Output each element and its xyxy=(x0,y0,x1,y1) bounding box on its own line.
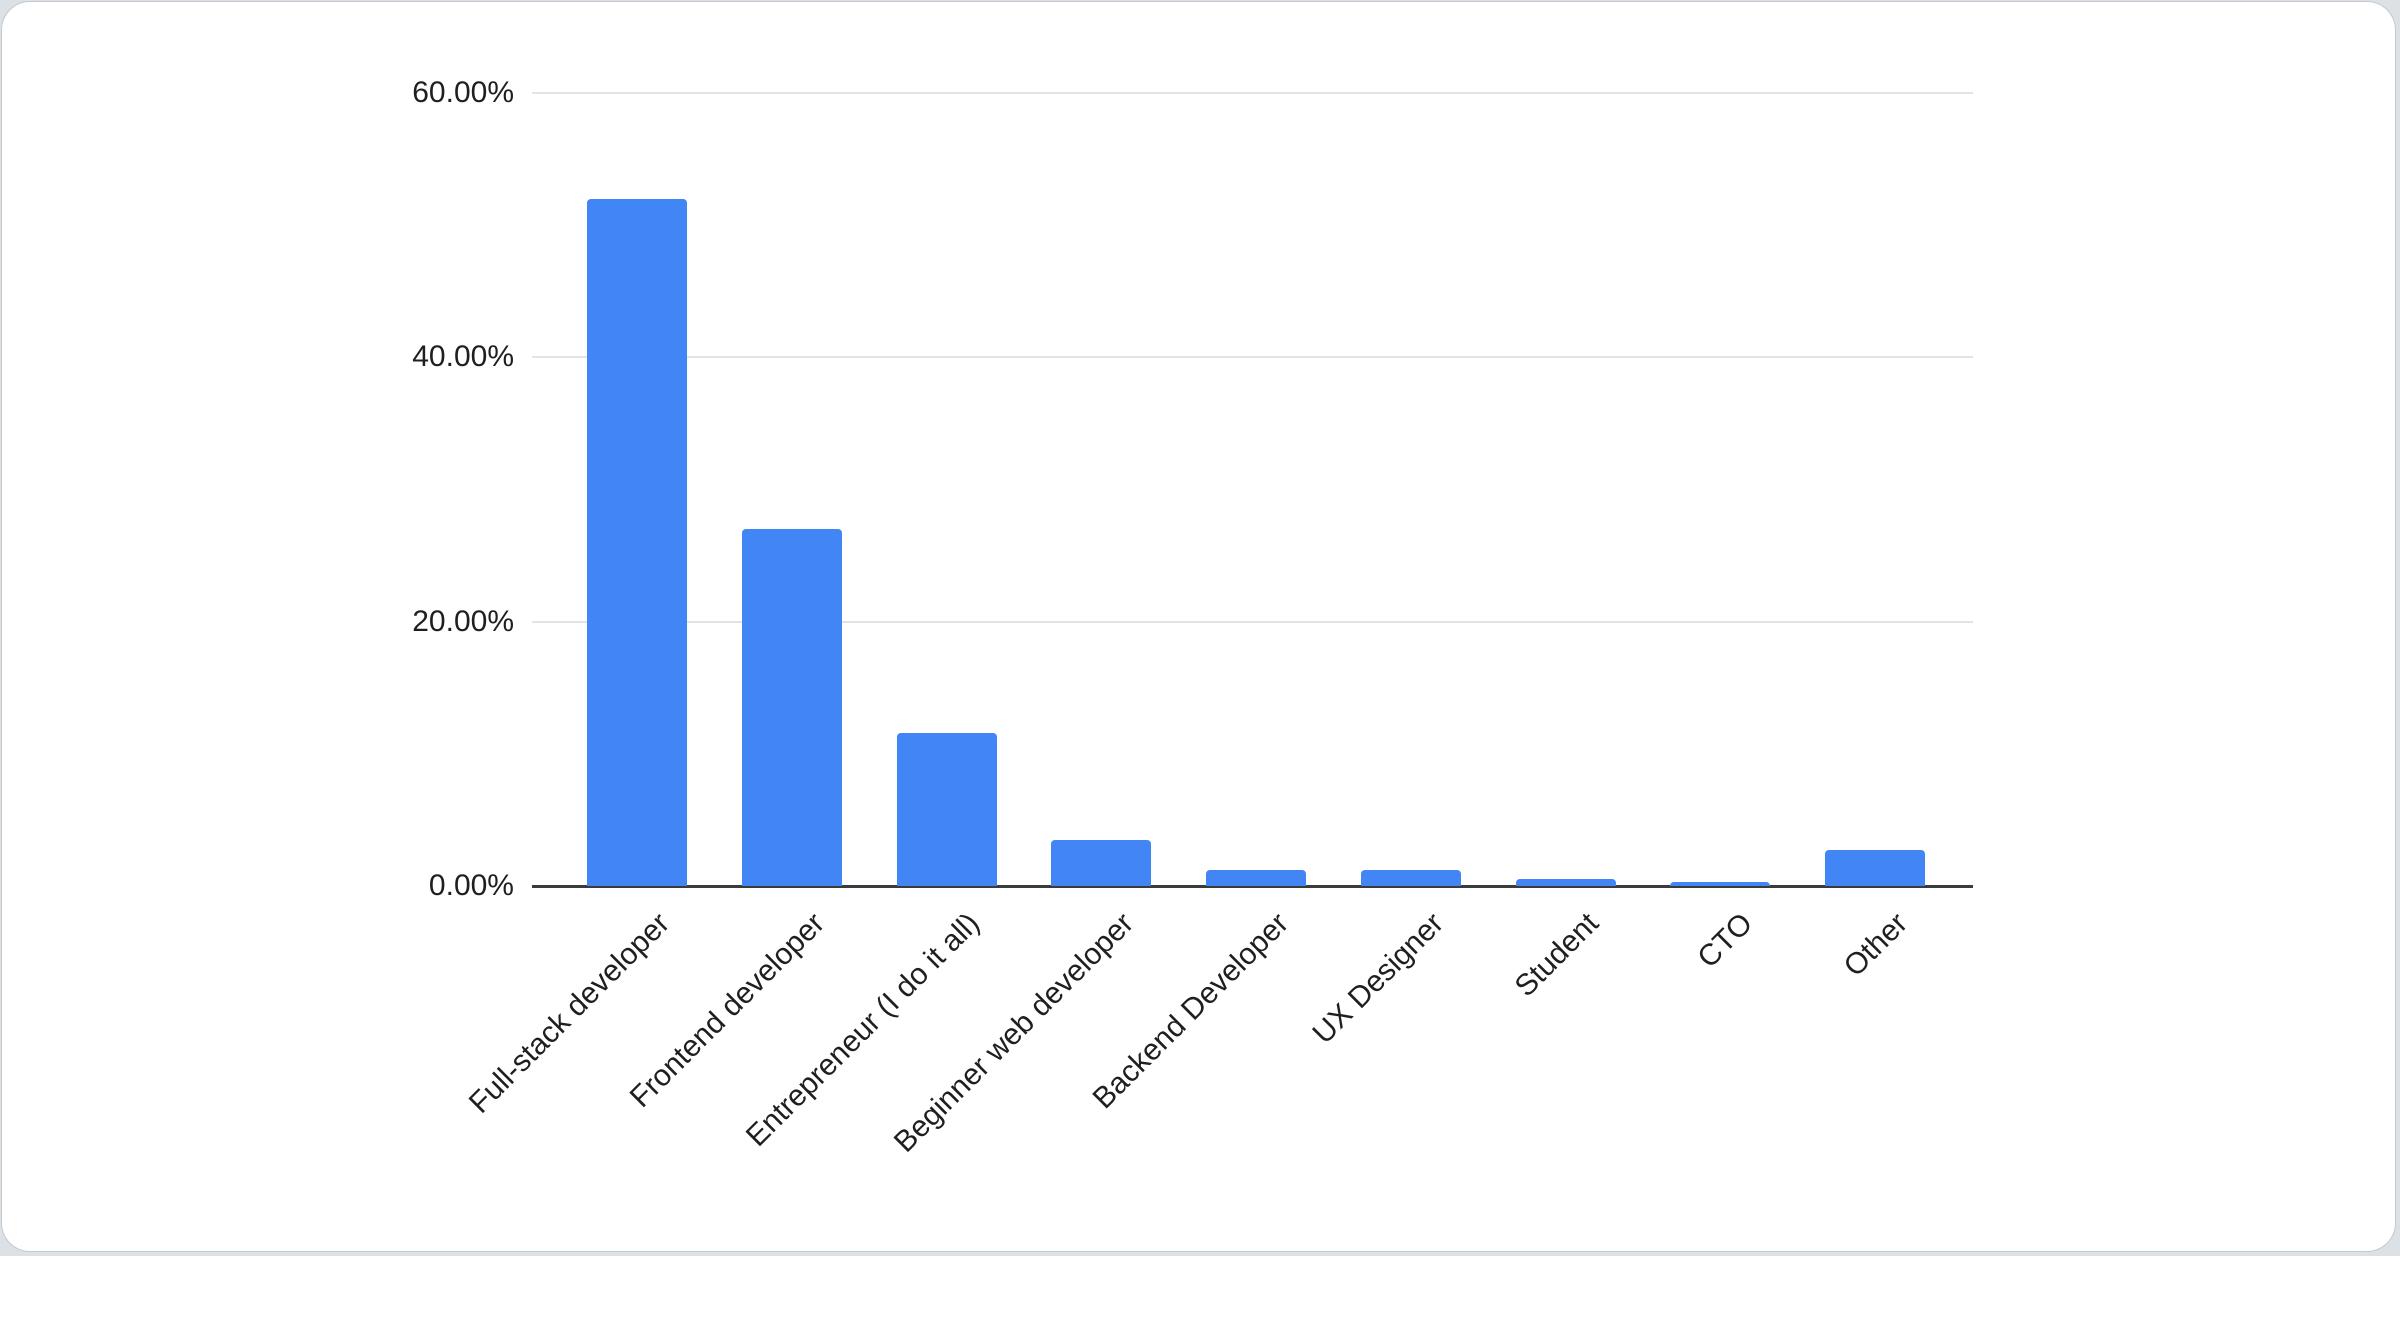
bar xyxy=(1051,839,1152,886)
y-axis-tick-label: 60.00% xyxy=(412,76,514,109)
bar xyxy=(1515,879,1616,886)
bar xyxy=(741,529,842,886)
gridline xyxy=(532,356,1973,359)
chart-card: 0.00% 20.00% 40.00% 60.00% Full-stack develo… xyxy=(2,2,2395,1251)
bar xyxy=(587,198,687,886)
bar xyxy=(896,732,997,886)
gridline xyxy=(532,92,1973,94)
bar xyxy=(1360,870,1461,886)
bar xyxy=(1206,870,1306,886)
page-background: 0.00% 20.00% 40.00% 60.00% Full-stack develo… xyxy=(0,0,2400,1256)
bar xyxy=(1670,882,1771,886)
y-axis-tick-label: 20.00% xyxy=(412,604,514,638)
bar xyxy=(1825,850,1925,886)
gridline xyxy=(532,620,1973,623)
x-axis-line xyxy=(532,885,1973,888)
y-axis-tick-label: 0.00% xyxy=(428,869,514,902)
bar-chart-plot-area: 0.00% 20.00% 40.00% 60.00% Full-stack develo… xyxy=(412,76,1973,1159)
y-axis-tick-label: 40.00% xyxy=(412,340,514,374)
screenshot-root: { "page": { "background_color": "#dce1e6… xyxy=(0,0,2400,1256)
